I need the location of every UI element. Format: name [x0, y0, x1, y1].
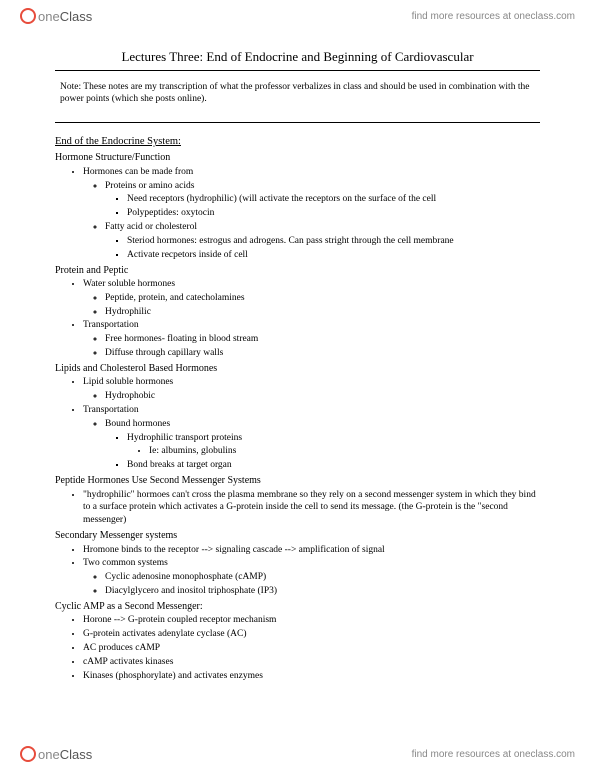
list-item: Hydrophobic [105, 390, 540, 403]
list-item: Cyclic adenosine monophosphate (cAMP) [105, 571, 540, 584]
list-item: Peptide, protein, and catecholamines [105, 292, 540, 305]
list-item: Need receptors (hydrophilic) (will activ… [127, 193, 540, 206]
logo-text: oneClass [38, 9, 92, 24]
list-item: Bound hormones [105, 418, 540, 431]
list-item: Polypeptides: oxytocin [127, 207, 540, 220]
topic-heading: Protein and Peptic [55, 264, 540, 278]
divider [55, 122, 540, 123]
list-item: Fatty acid or cholesterol [105, 221, 540, 234]
bullet-list: Hromone binds to the receptor --> signal… [55, 544, 540, 598]
document-title: Lectures Three: End of Endocrine and Beg… [55, 48, 540, 71]
list-item: Kinases (phosphorylate) and activates en… [83, 670, 540, 683]
list-item: Lipid soluble hormones [83, 376, 540, 389]
list-item: Transportation [83, 319, 540, 332]
list-item: cAMP activates kinases [83, 656, 540, 669]
logo-text: oneClass [38, 747, 92, 762]
list-item: Steriod hormones: estrogus and adrogens.… [127, 235, 540, 248]
list-item: AC produces cAMP [83, 642, 540, 655]
footer-link[interactable]: find more resources at oneclass.com [412, 749, 575, 760]
list-item: Two common systems [83, 557, 540, 570]
list-item: Ie: albumins, globulins [149, 445, 540, 458]
document-content: Lectures Three: End of Endocrine and Beg… [0, 28, 595, 693]
list-item: Diacylglycero and inositol triphosphate … [105, 585, 540, 598]
section-heading: End of the Endocrine System: [55, 135, 540, 149]
list-item: Activate recpetors inside of cell [127, 249, 540, 262]
logo: oneClass [20, 746, 92, 762]
bullet-list: Horone --> G-protein coupled receptor me… [55, 614, 540, 682]
bullet-list: Hormones can be made from Proteins or am… [55, 166, 540, 262]
list-item: Free hormones- floating in blood stream [105, 333, 540, 346]
topic-heading: Cyclic AMP as a Second Messenger: [55, 600, 540, 614]
bullet-list: Lipid soluble hormones Hydrophobic Trans… [55, 376, 540, 472]
logo-icon [20, 8, 36, 24]
list-item: Diffuse through capillary walls [105, 347, 540, 360]
topic-heading: Secondary Messenger systems [55, 529, 540, 543]
list-item: Water soluble hormones [83, 278, 540, 291]
logo: oneClass [20, 8, 92, 24]
topic-heading: Peptide Hormones Use Second Messenger Sy… [55, 474, 540, 488]
page-footer: oneClass find more resources at oneclass… [0, 742, 595, 770]
list-item: Hormones can be made from [83, 166, 540, 179]
list-item: Hromone binds to the receptor --> signal… [83, 544, 540, 557]
list-item: "hydrophilic" hormoes can't cross the pl… [83, 489, 540, 527]
document-note: Note: These notes are my transcription o… [55, 81, 540, 107]
header-link[interactable]: find more resources at oneclass.com [412, 11, 575, 22]
topic-heading: Lipids and Cholesterol Based Hormones [55, 362, 540, 376]
list-item: Proteins or amino acids [105, 180, 540, 193]
list-item: Bond breaks at target organ [127, 459, 540, 472]
logo-icon [20, 746, 36, 762]
topic-heading: Hormone Structure/Function [55, 151, 540, 165]
list-item: Hydrophilic [105, 306, 540, 319]
list-item: Horone --> G-protein coupled receptor me… [83, 614, 540, 627]
list-item: G-protein activates adenylate cyclase (A… [83, 628, 540, 641]
list-item: Transportation [83, 404, 540, 417]
page-header: oneClass find more resources at oneclass… [0, 0, 595, 28]
list-item: Hydrophilic transport proteins [127, 432, 540, 445]
bullet-list: Water soluble hormones Peptide, protein,… [55, 278, 540, 360]
bullet-list: "hydrophilic" hormoes can't cross the pl… [55, 489, 540, 527]
